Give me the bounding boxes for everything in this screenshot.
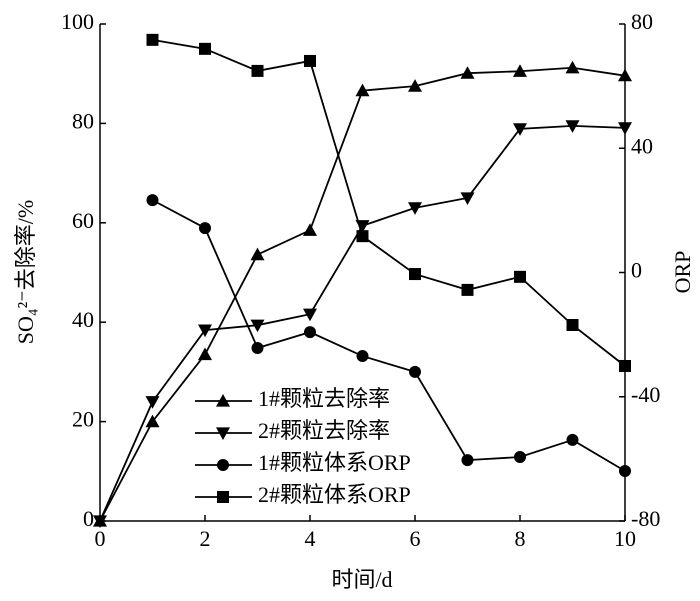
y-axis-label: SO₄²⁻去除率/% <box>13 200 38 344</box>
marker <box>250 319 265 333</box>
y2-axis-label: ORP <box>670 251 695 294</box>
marker <box>408 202 422 215</box>
marker <box>251 64 264 77</box>
marker <box>303 308 317 322</box>
marker <box>198 347 212 361</box>
y-tick-label: 100 <box>61 9 94 34</box>
series-line <box>152 199 626 472</box>
y-tick-label: 0 <box>83 506 94 531</box>
x-axis-label: 时间/d <box>331 567 392 592</box>
y2-tick-label: -40 <box>631 382 660 407</box>
marker <box>303 223 317 236</box>
marker <box>513 64 527 77</box>
marker <box>618 122 632 135</box>
x-tick-label: 0 <box>95 526 106 551</box>
marker <box>356 350 369 363</box>
y2-tick-label: 0 <box>631 258 642 283</box>
marker <box>565 60 580 74</box>
x-tick-label: 2 <box>200 526 211 551</box>
series-line <box>152 38 626 367</box>
legend-label: 2#颗粒体系ORP <box>258 482 411 507</box>
marker <box>619 359 631 372</box>
marker <box>146 33 159 46</box>
marker <box>566 318 579 331</box>
marker <box>217 491 229 503</box>
y-tick-label: 40 <box>72 307 94 332</box>
legend-label: 1#颗粒去除率 <box>258 386 390 411</box>
marker <box>198 324 212 338</box>
marker <box>409 268 421 281</box>
marker <box>514 451 526 464</box>
marker <box>304 54 316 67</box>
marker <box>355 83 370 97</box>
y2-tick-label: 80 <box>631 9 653 34</box>
x-tick-label: 8 <box>515 526 526 551</box>
marker <box>513 123 527 136</box>
marker <box>566 433 579 446</box>
legend-label: 1#颗粒体系ORP <box>258 450 411 475</box>
marker <box>217 459 229 471</box>
marker <box>216 394 230 407</box>
marker <box>514 270 526 283</box>
x-tick-label: 10 <box>614 526 636 551</box>
marker <box>565 120 580 133</box>
marker <box>460 192 475 205</box>
marker <box>250 247 265 261</box>
marker <box>409 365 421 378</box>
y-tick-label: 60 <box>72 208 94 233</box>
marker <box>461 454 474 467</box>
x-tick-label: 4 <box>305 526 316 551</box>
y-tick-label: 20 <box>72 407 94 432</box>
marker <box>408 79 422 92</box>
marker <box>199 42 211 55</box>
marker <box>461 283 474 296</box>
legend-label: 2#颗粒去除率 <box>258 418 390 443</box>
marker <box>251 341 264 354</box>
marker <box>145 396 160 409</box>
marker <box>304 326 316 339</box>
marker <box>199 222 211 235</box>
y2-tick-label: -80 <box>631 506 660 531</box>
marker <box>93 515 107 528</box>
y2-tick-label: 40 <box>631 133 653 158</box>
y-tick-label: 80 <box>72 108 94 133</box>
marker <box>619 464 631 477</box>
marker <box>356 230 369 243</box>
marker <box>618 68 632 82</box>
marker <box>216 427 230 440</box>
marker <box>145 414 160 428</box>
marker <box>460 66 475 79</box>
marker <box>146 194 159 207</box>
x-tick-label: 6 <box>410 526 421 551</box>
